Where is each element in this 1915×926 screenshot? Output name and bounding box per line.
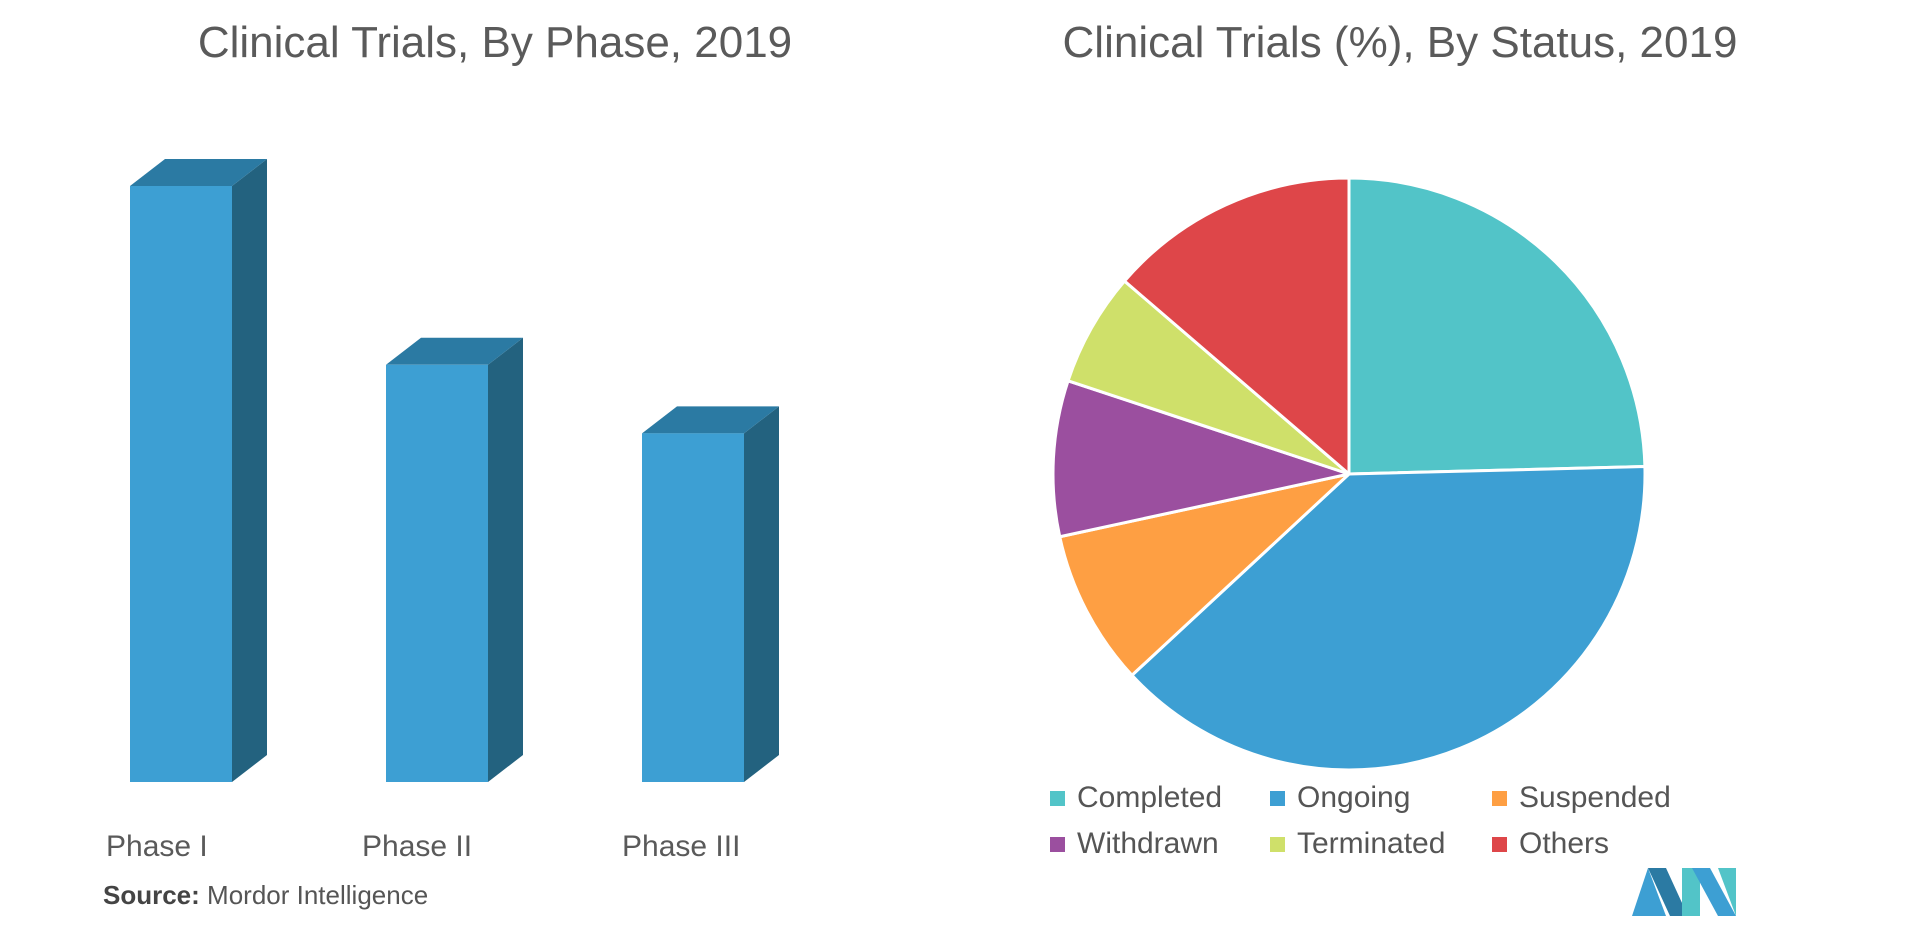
pie-legend: Completed Ongoing Suspended Withdrawn Termin… xyxy=(1050,778,1770,864)
x-tick-label: Phase III xyxy=(622,830,740,863)
legend-swatch xyxy=(1050,836,1065,852)
pie-slice-withdrawn xyxy=(1051,379,1351,539)
bar-front xyxy=(642,433,744,782)
source-label: Source: xyxy=(103,880,200,910)
bar-front xyxy=(130,186,232,782)
legend-swatch xyxy=(1270,836,1285,852)
bar-chart: Phase I Phase II Phase III xyxy=(106,159,779,863)
bar-side xyxy=(232,159,267,782)
bar-1 xyxy=(130,159,267,782)
pie-slice-suspended xyxy=(1058,472,1351,677)
legend-swatch xyxy=(1492,790,1507,806)
legend-label: Completed xyxy=(1077,781,1223,814)
mordor-logo-icon xyxy=(1632,868,1736,916)
bar-top xyxy=(386,337,523,365)
legend-label: Withdrawn xyxy=(1077,827,1219,860)
legend-label: Suspended xyxy=(1519,781,1671,814)
x-tick-label: Phase II xyxy=(362,830,472,863)
legend-swatch xyxy=(1050,790,1065,806)
x-tick-label: Phase I xyxy=(106,830,208,863)
bar-top xyxy=(130,159,267,186)
pie-chart-title: Clinical Trials (%), By Status, 2019 xyxy=(1062,18,1738,67)
legend-label: Others xyxy=(1519,827,1610,860)
legend-item-suspended: Suspended xyxy=(1492,778,1712,818)
pie-slice-completed xyxy=(1347,176,1647,476)
bar-3 xyxy=(642,406,779,782)
bar-front xyxy=(386,364,488,782)
legend-item-terminated: Terminated xyxy=(1270,824,1492,864)
pie-slice-others xyxy=(1123,176,1351,476)
legend-item-others: Others xyxy=(1492,824,1712,864)
legend-item-ongoing: Ongoing xyxy=(1270,778,1492,818)
bar-2 xyxy=(386,337,523,782)
legend-swatch xyxy=(1492,836,1507,852)
bar-top xyxy=(642,406,779,434)
bar-chart-title: Clinical Trials, By Phase, 2019 xyxy=(197,18,793,67)
legend-label: Terminated xyxy=(1297,827,1446,860)
legend-item-completed: Completed xyxy=(1050,778,1270,818)
legend-label: Ongoing xyxy=(1297,781,1411,814)
bar-side xyxy=(488,337,523,782)
pie-slice-terminated xyxy=(1066,279,1351,476)
bar-side xyxy=(744,406,779,782)
source-text: Mordor Intelligence xyxy=(207,880,429,910)
source-note: Source: Mordor Intelligence xyxy=(103,880,428,911)
pie-slice-ongoing xyxy=(1130,465,1647,772)
legend-item-withdrawn: Withdrawn xyxy=(1050,824,1270,864)
legend-swatch xyxy=(1270,790,1285,806)
pie-chart xyxy=(1051,176,1647,772)
